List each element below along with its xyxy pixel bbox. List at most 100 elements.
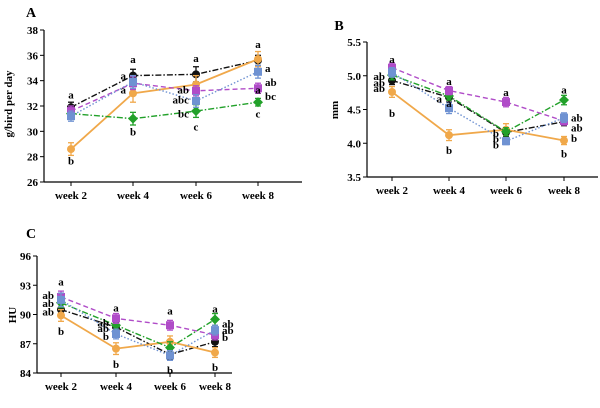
series-blue: [57, 292, 219, 361]
significance-label: a: [255, 85, 261, 97]
series-black: [67, 54, 262, 113]
significance-label: ab: [42, 307, 54, 319]
series-purple: [67, 76, 262, 117]
series-line: [391, 74, 565, 133]
data-point: [388, 76, 396, 85]
data-point: [128, 113, 138, 124]
significance-label: a: [193, 53, 199, 65]
panel-b-chart: Bmm 3.5 4.0 4.5 5.0 5.5 week 2 week 4 week 6 week…: [329, 19, 598, 197]
data-point: [388, 68, 396, 77]
significance-label: ab: [222, 318, 234, 330]
x-tick-label: week 2: [45, 381, 78, 393]
data-point: [112, 344, 120, 353]
data-point: [112, 314, 120, 323]
y-axis-label: g/bird per day: [3, 70, 15, 138]
y-tick-label: 3.5: [347, 172, 361, 184]
data-point: [211, 326, 219, 335]
data-point: [192, 86, 200, 95]
y-tick-label: 93: [20, 280, 32, 292]
data-point: [502, 98, 510, 107]
series-line: [60, 308, 216, 356]
x-tick-label: week 4: [100, 381, 133, 393]
x-tick-label: week 4: [117, 190, 150, 202]
y-tick-label: 28: [27, 152, 39, 164]
significance-label: ab: [222, 325, 234, 337]
panel-letter: B: [334, 19, 343, 34]
significance-label: a: [212, 304, 218, 316]
data-point: [211, 348, 219, 357]
significance-label: a: [446, 76, 452, 88]
x-tick-label: week 2: [376, 185, 409, 197]
data-point: [166, 351, 174, 360]
series-blue: [67, 64, 262, 122]
series-line: [60, 299, 216, 357]
panel-letter: A: [26, 6, 37, 21]
data-point: [112, 330, 120, 338]
significance-label: a: [561, 84, 567, 96]
data-point: [560, 136, 568, 145]
data-point: [445, 131, 453, 140]
data-point: [502, 137, 510, 146]
series-line: [70, 101, 259, 120]
x-tick-label: week 6: [490, 185, 523, 197]
significance-label: b: [446, 145, 452, 157]
significance-label: ab: [265, 77, 277, 89]
significance-label: b: [212, 362, 218, 374]
significance-label: bc: [178, 109, 189, 121]
y-axis-label: HU: [7, 307, 19, 324]
series-line: [391, 91, 565, 142]
series-line: [70, 82, 259, 112]
significance-label: b: [389, 108, 395, 120]
significance-label: a: [68, 90, 74, 102]
y-tick-label: 38: [27, 25, 39, 37]
significance-label: ab: [42, 290, 54, 302]
significance-label: b: [167, 365, 173, 377]
series-green: [66, 97, 263, 126]
significance-label: b: [130, 126, 136, 138]
data-point: [192, 70, 200, 79]
significance-label: a: [58, 276, 64, 288]
y-tick-label: 36: [27, 50, 39, 62]
x-tick-label: week 8: [199, 381, 232, 393]
series-line: [391, 71, 565, 143]
significance-label: ab: [97, 317, 109, 329]
y-axis-label: mm: [329, 101, 341, 119]
significance-label: ab: [97, 323, 109, 335]
y-tick-label: 4.0: [347, 138, 361, 150]
significance-label: a: [121, 85, 127, 97]
data-point: [129, 89, 137, 98]
significance-label: ab: [373, 78, 385, 90]
data-point: [254, 67, 262, 76]
data-point: [57, 295, 65, 304]
significance-label: a: [255, 39, 261, 51]
series-line: [60, 302, 216, 349]
data-point: [254, 84, 262, 93]
data-point: [192, 96, 200, 105]
data-point: [559, 95, 569, 106]
y-tick-label: 87: [20, 339, 32, 351]
significance-label: ab: [42, 298, 54, 310]
data-point: [501, 126, 511, 137]
significance-label: c: [256, 109, 261, 121]
significance-label: a: [113, 303, 119, 315]
significance-label: ab: [571, 113, 583, 125]
significance-label: a: [503, 87, 509, 99]
y-tick-label: 84: [20, 368, 32, 380]
significance-label: b: [571, 133, 577, 145]
series-line: [391, 67, 565, 122]
data-point: [166, 321, 174, 330]
series-blue: [388, 67, 568, 146]
significance-label: abc: [173, 95, 190, 107]
significance-label: b: [561, 148, 567, 160]
x-tick-label: week 8: [242, 190, 275, 202]
significance-label: a: [446, 98, 452, 110]
significance-label: c: [194, 121, 199, 133]
data-point: [129, 77, 137, 86]
data-point: [210, 314, 220, 325]
significance-label: b: [103, 331, 109, 343]
panel-letter: C: [26, 227, 36, 242]
significance-label: a: [130, 54, 136, 66]
y-tick-label: 32: [27, 101, 39, 113]
significance-label: ab: [177, 85, 189, 97]
significance-label: a: [121, 71, 127, 83]
